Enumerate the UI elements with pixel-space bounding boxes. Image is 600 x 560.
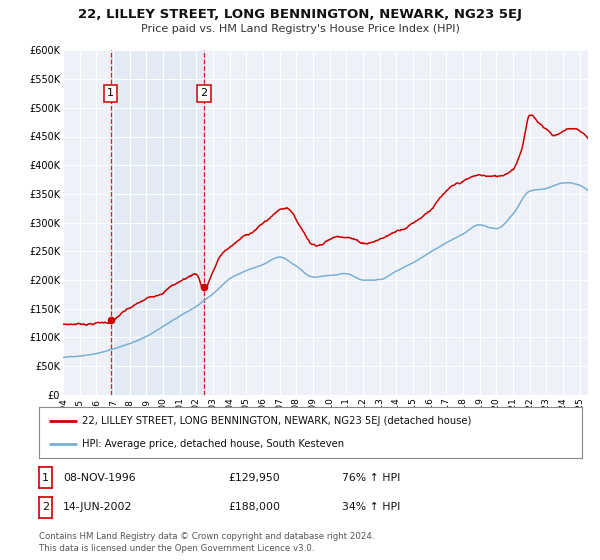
- Text: £188,000: £188,000: [228, 502, 280, 512]
- Text: Contains HM Land Registry data © Crown copyright and database right 2024.
This d: Contains HM Land Registry data © Crown c…: [39, 533, 374, 553]
- Text: 1: 1: [42, 473, 49, 483]
- Text: 22, LILLEY STREET, LONG BENNINGTON, NEWARK, NG23 5EJ (detached house): 22, LILLEY STREET, LONG BENNINGTON, NEWA…: [82, 416, 472, 426]
- Text: 22, LILLEY STREET, LONG BENNINGTON, NEWARK, NG23 5EJ: 22, LILLEY STREET, LONG BENNINGTON, NEWA…: [78, 8, 522, 21]
- Text: 2: 2: [200, 88, 208, 99]
- Text: Price paid vs. HM Land Registry's House Price Index (HPI): Price paid vs. HM Land Registry's House …: [140, 24, 460, 34]
- Text: 2: 2: [42, 502, 49, 512]
- Bar: [110, 50, 204, 395]
- Text: 34% ↑ HPI: 34% ↑ HPI: [342, 502, 400, 512]
- Text: HPI: Average price, detached house, South Kesteven: HPI: Average price, detached house, Sout…: [82, 439, 344, 449]
- Text: £129,950: £129,950: [228, 473, 280, 483]
- Text: 08-NOV-1996: 08-NOV-1996: [63, 473, 136, 483]
- Text: 14-JUN-2002: 14-JUN-2002: [63, 502, 133, 512]
- Text: 1: 1: [107, 88, 114, 99]
- Text: 76% ↑ HPI: 76% ↑ HPI: [342, 473, 400, 483]
